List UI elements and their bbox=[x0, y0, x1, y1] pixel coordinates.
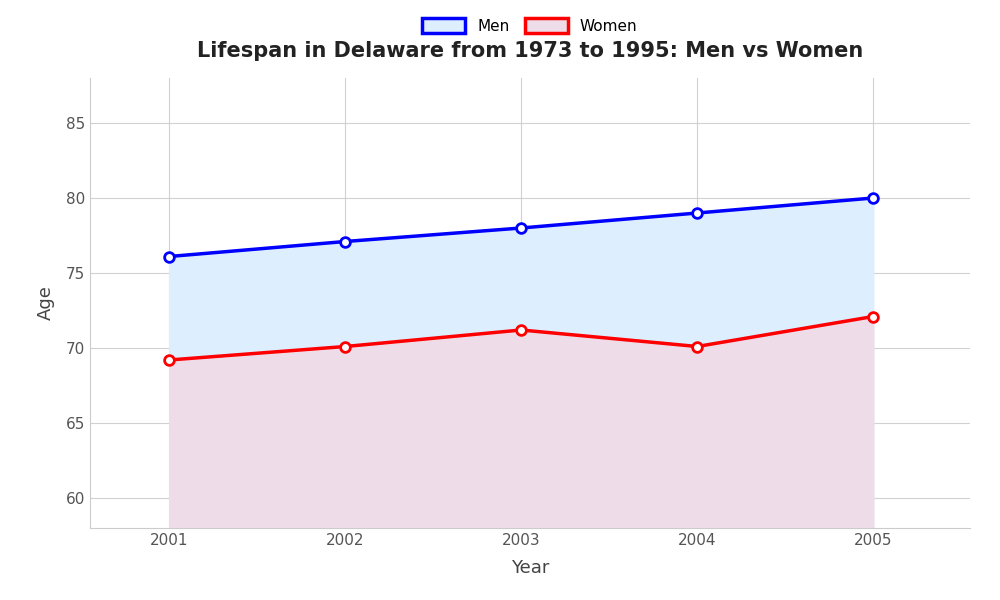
Title: Lifespan in Delaware from 1973 to 1995: Men vs Women: Lifespan in Delaware from 1973 to 1995: … bbox=[197, 41, 863, 61]
Legend: Men, Women: Men, Women bbox=[422, 18, 638, 34]
Y-axis label: Age: Age bbox=[37, 286, 55, 320]
X-axis label: Year: Year bbox=[511, 559, 549, 577]
